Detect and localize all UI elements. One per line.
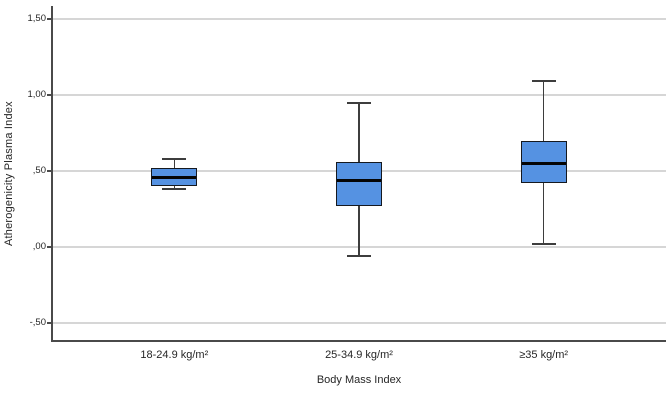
y-gridline xyxy=(52,17,666,20)
max-whisker-cap xyxy=(347,101,371,104)
median-line xyxy=(152,175,197,179)
y-tick-label: 1,00 xyxy=(27,89,47,101)
y-gridline xyxy=(52,94,666,97)
iqr-box xyxy=(336,162,382,207)
lower-whisker xyxy=(173,186,176,190)
min-whisker-cap xyxy=(162,188,187,191)
max-whisker-cap xyxy=(162,158,187,161)
max-whisker-cap xyxy=(531,80,556,83)
y-tick-label: ,00 xyxy=(32,241,46,253)
upper-whisker xyxy=(358,102,360,163)
x-axis-line xyxy=(51,340,666,342)
x-axis-title: Body Mass Index xyxy=(316,374,402,386)
y-tick-mark xyxy=(47,170,52,173)
upper-whisker xyxy=(173,159,176,169)
y-tick-label: -,50 xyxy=(29,317,46,329)
x-tick-label: 18-24.9 kg/m² xyxy=(140,349,209,361)
lower-whisker xyxy=(542,183,545,245)
x-tick-label: 25-34.9 kg/m² xyxy=(325,349,393,361)
y-tick-mark xyxy=(47,246,52,249)
y-tick-label: 1,50 xyxy=(27,12,47,24)
y-tick-mark xyxy=(47,94,52,97)
y-tick-mark xyxy=(47,322,52,325)
y-gridline xyxy=(52,322,666,325)
iqr-box xyxy=(520,140,567,184)
median-line xyxy=(521,162,566,166)
x-tick-label: ≥35 kg/m² xyxy=(519,349,569,361)
upper-whisker xyxy=(542,81,545,141)
median-line xyxy=(337,178,381,182)
y-tick-mark xyxy=(47,17,52,20)
min-whisker-cap xyxy=(531,243,556,246)
min-whisker-cap xyxy=(347,255,371,258)
y-tick-label: ,50 xyxy=(32,165,46,177)
y-axis-line xyxy=(51,6,53,341)
lower-whisker xyxy=(358,206,360,257)
